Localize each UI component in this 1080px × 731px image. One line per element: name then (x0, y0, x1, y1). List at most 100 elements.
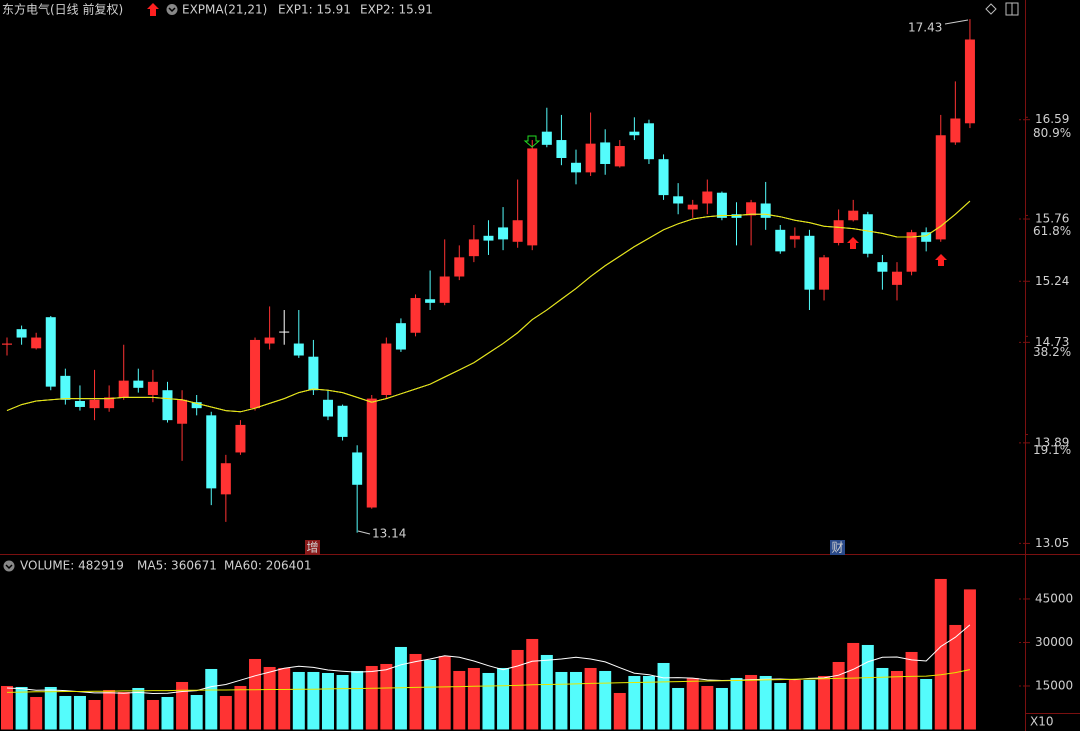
ma-line (6, 669, 971, 693)
y-tick-label: 14.73 (1035, 335, 1069, 349)
y-tick-label: 30000 (1035, 635, 1073, 649)
volume-bar (103, 689, 116, 730)
candle-body (614, 146, 625, 167)
candle-body (410, 298, 421, 333)
volume-bar (176, 681, 189, 730)
fib-label: 61.8% (1033, 224, 1071, 238)
volume-bar (453, 670, 466, 730)
candle-body (877, 262, 888, 272)
volume-bar (803, 679, 816, 730)
candle-body (191, 402, 202, 409)
volume-bar (832, 661, 845, 730)
candle-body (702, 191, 713, 204)
collapse-icon[interactable] (166, 4, 178, 15)
volume-bar (438, 655, 451, 730)
volume-bar (365, 665, 378, 730)
volume-bar (321, 672, 334, 730)
up-arrow-icon (147, 3, 159, 16)
sell-signal (523, 135, 541, 148)
candle-body (921, 232, 932, 242)
volume-bar (467, 667, 480, 730)
candle-body (293, 343, 304, 356)
volume-bar (351, 670, 364, 730)
volume-bar (59, 695, 72, 730)
buy-signal (935, 254, 947, 266)
candle-body (118, 380, 129, 398)
unit-label: X10 (1030, 715, 1054, 729)
candle-body (220, 463, 231, 495)
volume-bar (657, 662, 670, 730)
volume-bar (613, 692, 626, 730)
volume-bar (584, 667, 597, 730)
candle-body (147, 381, 158, 395)
legend-entry: EXP1: 15.91 (278, 3, 351, 17)
diamond-icon[interactable] (985, 3, 997, 15)
volume-bar (861, 644, 874, 730)
candle-body (716, 192, 727, 218)
event-box[interactable] (830, 540, 845, 555)
volume-bar (599, 670, 612, 730)
collapse-icon[interactable] (3, 560, 15, 572)
candle-body (891, 271, 902, 285)
candle-body (906, 232, 917, 272)
volume-bar (745, 674, 758, 730)
candle-body (833, 220, 844, 243)
high-annotation: 17.43 (908, 21, 942, 35)
volume-bar (876, 667, 889, 730)
candle-body (673, 196, 684, 204)
volume-bar (570, 671, 583, 730)
candle-body (804, 235, 815, 290)
volume-bar (44, 686, 57, 730)
volume-bar (278, 667, 291, 730)
volume-bar (920, 678, 933, 730)
candle-body (629, 131, 640, 136)
collapse-chevron (168, 7, 176, 13)
ma-line (6, 624, 971, 695)
candle-body (527, 148, 538, 246)
volume-bar (249, 658, 262, 730)
volume-bar (132, 687, 145, 730)
low-annotation: 13.14 (372, 527, 406, 541)
candle-body (746, 202, 757, 216)
candle-body (89, 399, 100, 409)
volume-bar (146, 699, 159, 730)
candle-body (235, 424, 246, 453)
legend-entry: MA60: 206401 (224, 559, 312, 573)
volume-bar (336, 674, 349, 730)
fib-label: 80.9% (1033, 126, 1071, 140)
candle-body (264, 337, 275, 344)
volume-bar (686, 677, 699, 730)
legend-entry: EXP2: 15.91 (360, 3, 433, 17)
candle-body (104, 397, 115, 409)
candle-body (468, 239, 479, 257)
candle-body (556, 140, 567, 158)
candle-body (206, 415, 217, 489)
y-tick-label: 15000 (1035, 678, 1073, 692)
volume-bar (672, 687, 685, 730)
volume-bar (963, 589, 976, 730)
event-box[interactable] (305, 540, 320, 555)
candle-body (848, 210, 859, 221)
candle-body (585, 143, 596, 173)
volume-bar (219, 695, 232, 730)
volume-bar (482, 672, 495, 730)
candle-body (775, 229, 786, 252)
volume-bar (292, 671, 305, 730)
candle-body (935, 135, 946, 240)
volume-bar (30, 696, 43, 730)
candle-body (439, 276, 450, 303)
volume-bar (934, 578, 947, 730)
candle-body (819, 257, 830, 290)
candle-body (600, 142, 611, 164)
volume-bar (818, 675, 831, 730)
candle-body (16, 329, 27, 338)
volume-bar (555, 671, 568, 730)
volume-bar (949, 624, 962, 730)
candle-body (177, 399, 188, 424)
volume-bar (788, 679, 801, 730)
candle-body (512, 220, 523, 242)
y-tick-label: 15.24 (1035, 274, 1069, 288)
